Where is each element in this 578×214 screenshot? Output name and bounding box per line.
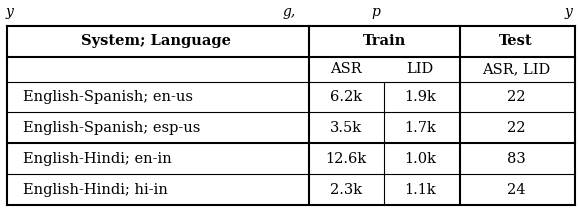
Text: p: p — [371, 5, 380, 19]
Text: y: y — [6, 5, 14, 19]
Text: English-Spanish; en-us: English-Spanish; en-us — [23, 90, 193, 104]
Text: 24: 24 — [507, 183, 525, 197]
Text: LID: LID — [406, 62, 434, 76]
Text: 22: 22 — [507, 121, 525, 135]
Text: 12.6k: 12.6k — [325, 152, 366, 166]
Text: 6.2k: 6.2k — [329, 90, 362, 104]
Text: 1.1k: 1.1k — [405, 183, 436, 197]
Text: 3.5k: 3.5k — [329, 121, 362, 135]
Text: ASR: ASR — [330, 62, 361, 76]
Text: Train: Train — [363, 34, 406, 48]
Text: Test: Test — [499, 34, 533, 48]
Text: y: y — [564, 5, 572, 19]
Text: ASR, LID: ASR, LID — [482, 62, 550, 76]
Text: System; Language: System; Language — [81, 34, 231, 48]
Text: English-Hindi; hi-in: English-Hindi; hi-in — [23, 183, 168, 197]
Text: 1.9k: 1.9k — [404, 90, 436, 104]
Text: 2.3k: 2.3k — [329, 183, 362, 197]
Text: English-Hindi; en-in: English-Hindi; en-in — [23, 152, 172, 166]
Text: 1.7k: 1.7k — [404, 121, 436, 135]
Text: English-Spanish; esp-us: English-Spanish; esp-us — [23, 121, 201, 135]
Text: 22: 22 — [507, 90, 525, 104]
Text: 83: 83 — [507, 152, 525, 166]
Text: 1.0k: 1.0k — [404, 152, 436, 166]
Text: g,: g, — [283, 5, 295, 19]
